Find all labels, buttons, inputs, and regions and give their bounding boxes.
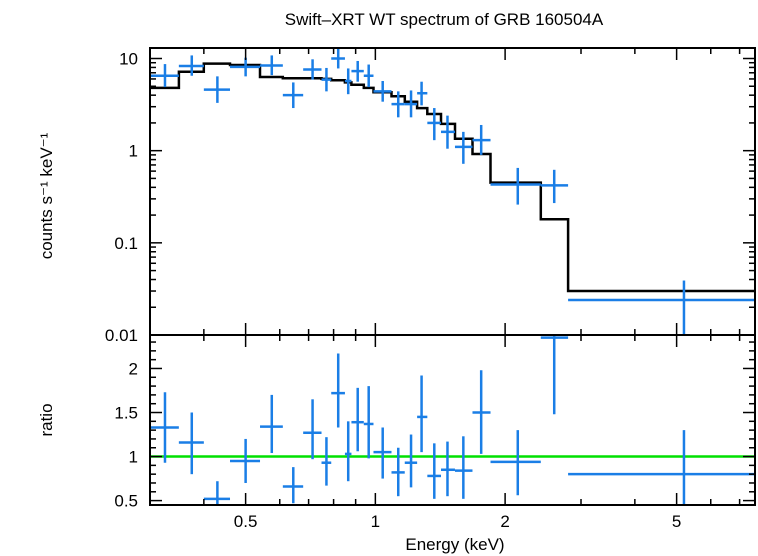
ratio-point-23	[568, 430, 755, 505]
spectrum-point-14	[391, 91, 405, 118]
energy-xtick-label: 0.5	[234, 512, 258, 531]
ratio-point-7	[303, 399, 322, 460]
spectrum-point-17	[427, 108, 442, 141]
spectrum-point-21	[490, 167, 541, 205]
spectrum-point-11	[351, 60, 364, 82]
ratio-point-14	[391, 447, 405, 497]
ratio-point-19	[454, 436, 473, 499]
ratio-point-20	[472, 370, 491, 454]
ratio-data-points	[150, 335, 755, 505]
spectrum-point-22	[540, 169, 569, 204]
ratio-point-21	[490, 430, 541, 496]
spectrum-point-16	[417, 81, 428, 106]
ratio-point-12	[363, 386, 374, 459]
ratio-point-6	[282, 467, 304, 504]
spectrum-point-4	[230, 57, 261, 77]
ratio-ytick-label: 1.5	[114, 404, 138, 423]
ratio-point-9	[331, 353, 345, 428]
ratio-point-3	[203, 481, 231, 505]
spectrum-y-axis-title: counts s⁻¹ keV⁻¹	[37, 132, 56, 259]
spectrum-point-18	[441, 115, 455, 149]
ratio-point-1	[150, 392, 179, 463]
spectrum-ytick-label: 0.01	[105, 326, 138, 345]
chart-title: Swift–XRT WT spectrum of GRB 160504A	[285, 10, 604, 29]
energy-x-ticks: 0.5 1 2 5	[149, 335, 741, 531]
spectrum-point-10	[344, 68, 352, 95]
ratio-y-axis-title: ratio	[37, 403, 56, 436]
spectrum-point-5	[260, 55, 283, 76]
spectrum-point-23	[568, 280, 755, 335]
spectrum-point-6	[282, 82, 304, 109]
spectrum-ytick-label: 1	[129, 142, 138, 161]
ratio-point-10	[344, 421, 352, 482]
spectrum-point-20	[472, 124, 491, 155]
model-curve	[150, 62, 755, 293]
energy-xtick-label: 5	[672, 512, 681, 531]
spectrum-point-9	[331, 48, 345, 69]
ratio-point-4	[230, 438, 261, 483]
ratio-panel: 0.5 1 1.5 2 0.5 1 2 5 ratio Energy (keV)	[37, 334, 756, 554]
ratio-point-17	[427, 443, 442, 499]
spectrum-point-19	[454, 131, 473, 164]
spectrum-ytick-label: 0.1	[114, 234, 138, 253]
ratio-point-22	[540, 335, 569, 415]
ratio-point-16	[417, 375, 428, 453]
spectrum-point-2	[178, 55, 204, 76]
spectrum-point-15	[404, 90, 418, 118]
spectrum-y-ticks: 10 1 0.1 0.01	[105, 48, 755, 345]
ratio-ytick-label: 1	[129, 448, 138, 467]
ratio-point-15	[404, 434, 418, 488]
ratio-frame	[149, 334, 756, 506]
spectrum-panel: 10 1 0.1 0.01 counts s⁻¹ keV⁻¹	[37, 47, 756, 345]
ratio-point-5	[260, 394, 283, 454]
spectrum-point-1	[150, 64, 179, 88]
energy-xtick-label: 1	[371, 512, 380, 531]
spectrum-point-13	[373, 81, 392, 102]
ratio-point-11	[351, 387, 364, 452]
spectrum-point-12	[363, 64, 374, 88]
ratio-point-2	[178, 412, 204, 475]
spectrum-data-points	[150, 48, 755, 335]
ratio-ytick-label: 2	[129, 359, 138, 378]
model-step-line	[150, 62, 755, 293]
spectrum-point-7	[303, 59, 322, 80]
ratio-ytick-label: 0.5	[114, 492, 138, 511]
energy-x-axis-title: Energy (keV)	[405, 535, 504, 554]
energy-xtick-label: 2	[500, 512, 509, 531]
spectrum-point-8	[321, 67, 332, 92]
ratio-point-8	[321, 437, 332, 486]
spectrum-point-3	[203, 76, 231, 103]
ratio-y-ticks: 0.5 1 1.5 2	[114, 341, 755, 511]
ratio-point-18	[441, 441, 455, 497]
ratio-point-13	[373, 427, 392, 479]
spectrum-ytick-label: 10	[119, 50, 138, 69]
